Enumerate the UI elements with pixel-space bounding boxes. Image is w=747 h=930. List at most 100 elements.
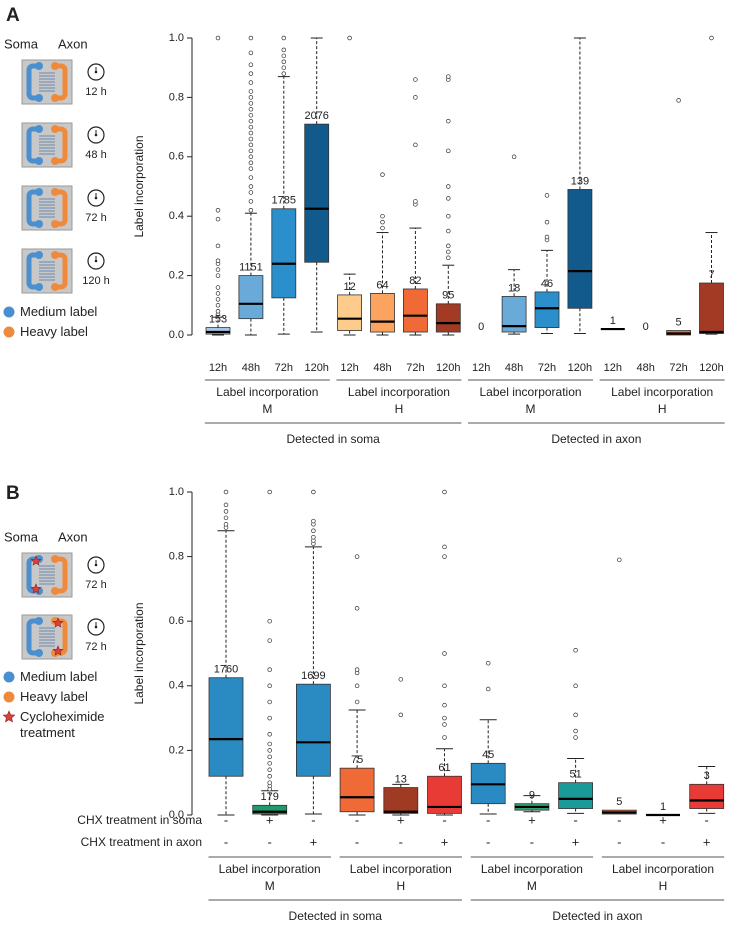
soma-chamber <box>26 126 38 164</box>
outlier <box>442 489 447 495</box>
soma-well <box>35 94 43 102</box>
outlier <box>215 258 221 264</box>
outlier <box>413 95 418 100</box>
count-label: 7 <box>708 269 714 281</box>
group-label: Label incorporation <box>612 862 714 876</box>
box-group <box>402 77 428 336</box>
count-label: 5 <box>676 316 682 328</box>
outlier <box>311 534 316 540</box>
outlier <box>354 683 360 689</box>
box-group <box>337 35 363 336</box>
outlier <box>446 74 451 79</box>
outlier <box>442 651 447 656</box>
count-label: 153 <box>209 313 227 325</box>
outlier <box>281 71 287 76</box>
y-tick-label: 0.6 <box>169 151 184 163</box>
row-value: - <box>224 812 228 827</box>
row-value: - <box>705 812 709 827</box>
group-label: Label incorporation <box>216 385 318 399</box>
outlier <box>267 741 272 747</box>
outlier <box>248 89 254 94</box>
outlier <box>267 715 272 721</box>
group-sub-label: H <box>658 402 667 416</box>
row-value: - <box>311 812 315 827</box>
row-value: - <box>355 812 359 827</box>
super-group-label: Detected in soma <box>289 909 383 923</box>
clock <box>87 252 105 270</box>
outlier <box>380 225 385 231</box>
outlier <box>267 638 272 643</box>
axon-chamber <box>56 189 68 227</box>
row-value: - <box>224 834 228 849</box>
outlier <box>248 208 254 213</box>
y-tick-label: 1.0 <box>169 486 184 498</box>
outlier <box>248 124 254 130</box>
y-tick-label: 0.0 <box>169 809 184 821</box>
legend-label: Heavy label <box>20 324 88 339</box>
x-tick-label: 48h <box>637 362 655 374</box>
box <box>567 189 593 309</box>
count-label: 1 <box>660 801 666 813</box>
outlier <box>248 142 254 148</box>
row-value: - <box>442 812 446 827</box>
outlier <box>215 35 221 41</box>
box <box>208 677 244 777</box>
box-group <box>699 35 724 335</box>
row-label: CHX treatment in axon <box>81 835 202 849</box>
outlier <box>248 112 254 118</box>
box <box>689 783 725 809</box>
count-label: 9 <box>529 790 535 802</box>
count-label: 3 <box>704 770 710 782</box>
time-label: 12 h <box>85 86 106 98</box>
count-label: 12 <box>343 281 355 293</box>
outlier <box>248 148 254 154</box>
chx-star <box>52 617 64 628</box>
outlier <box>442 554 447 559</box>
legend-marker <box>3 326 15 338</box>
count-label: 1699 <box>301 670 325 682</box>
axon-well <box>51 157 59 165</box>
outlier <box>215 285 221 290</box>
outlier <box>573 683 578 689</box>
soma-chamber <box>26 618 38 656</box>
panel-letter: A <box>6 5 20 26</box>
outlier <box>442 722 447 727</box>
outlier <box>223 515 229 521</box>
outlier <box>442 683 447 689</box>
outlier <box>248 80 254 85</box>
outlier <box>248 175 254 180</box>
outlier <box>267 489 272 495</box>
row-value: + <box>659 812 667 827</box>
count-label: 5 <box>616 796 622 808</box>
box-group <box>238 35 264 336</box>
outlier <box>223 502 229 508</box>
group-label: Label incorporation <box>348 385 450 399</box>
row-value: - <box>268 834 272 849</box>
outlier <box>446 243 451 249</box>
group-sub-label: M <box>262 402 272 416</box>
box-group <box>427 489 462 816</box>
chx-star <box>52 645 64 656</box>
count-label: 0 <box>478 321 484 333</box>
outlier <box>267 667 272 672</box>
outlier <box>676 98 681 103</box>
y-tick-label: 0.6 <box>169 615 184 627</box>
x-tick-label: 12h <box>340 362 358 374</box>
device-icon <box>21 248 73 294</box>
outlier <box>248 50 254 56</box>
box-group <box>339 554 375 816</box>
legend-label: Medium label <box>20 669 98 684</box>
soma-well <box>35 157 43 165</box>
soma-label: Soma <box>4 529 39 544</box>
outlier <box>413 77 418 82</box>
x-tick-label: 120h <box>304 362 328 374</box>
outlier <box>354 667 360 672</box>
outlier <box>446 213 451 219</box>
outlier <box>380 219 385 225</box>
row-value: - <box>486 812 490 827</box>
legend-label: Medium label <box>20 304 98 319</box>
x-tick-label: 48h <box>373 362 391 374</box>
box-group <box>271 35 297 335</box>
box-group <box>295 489 331 815</box>
